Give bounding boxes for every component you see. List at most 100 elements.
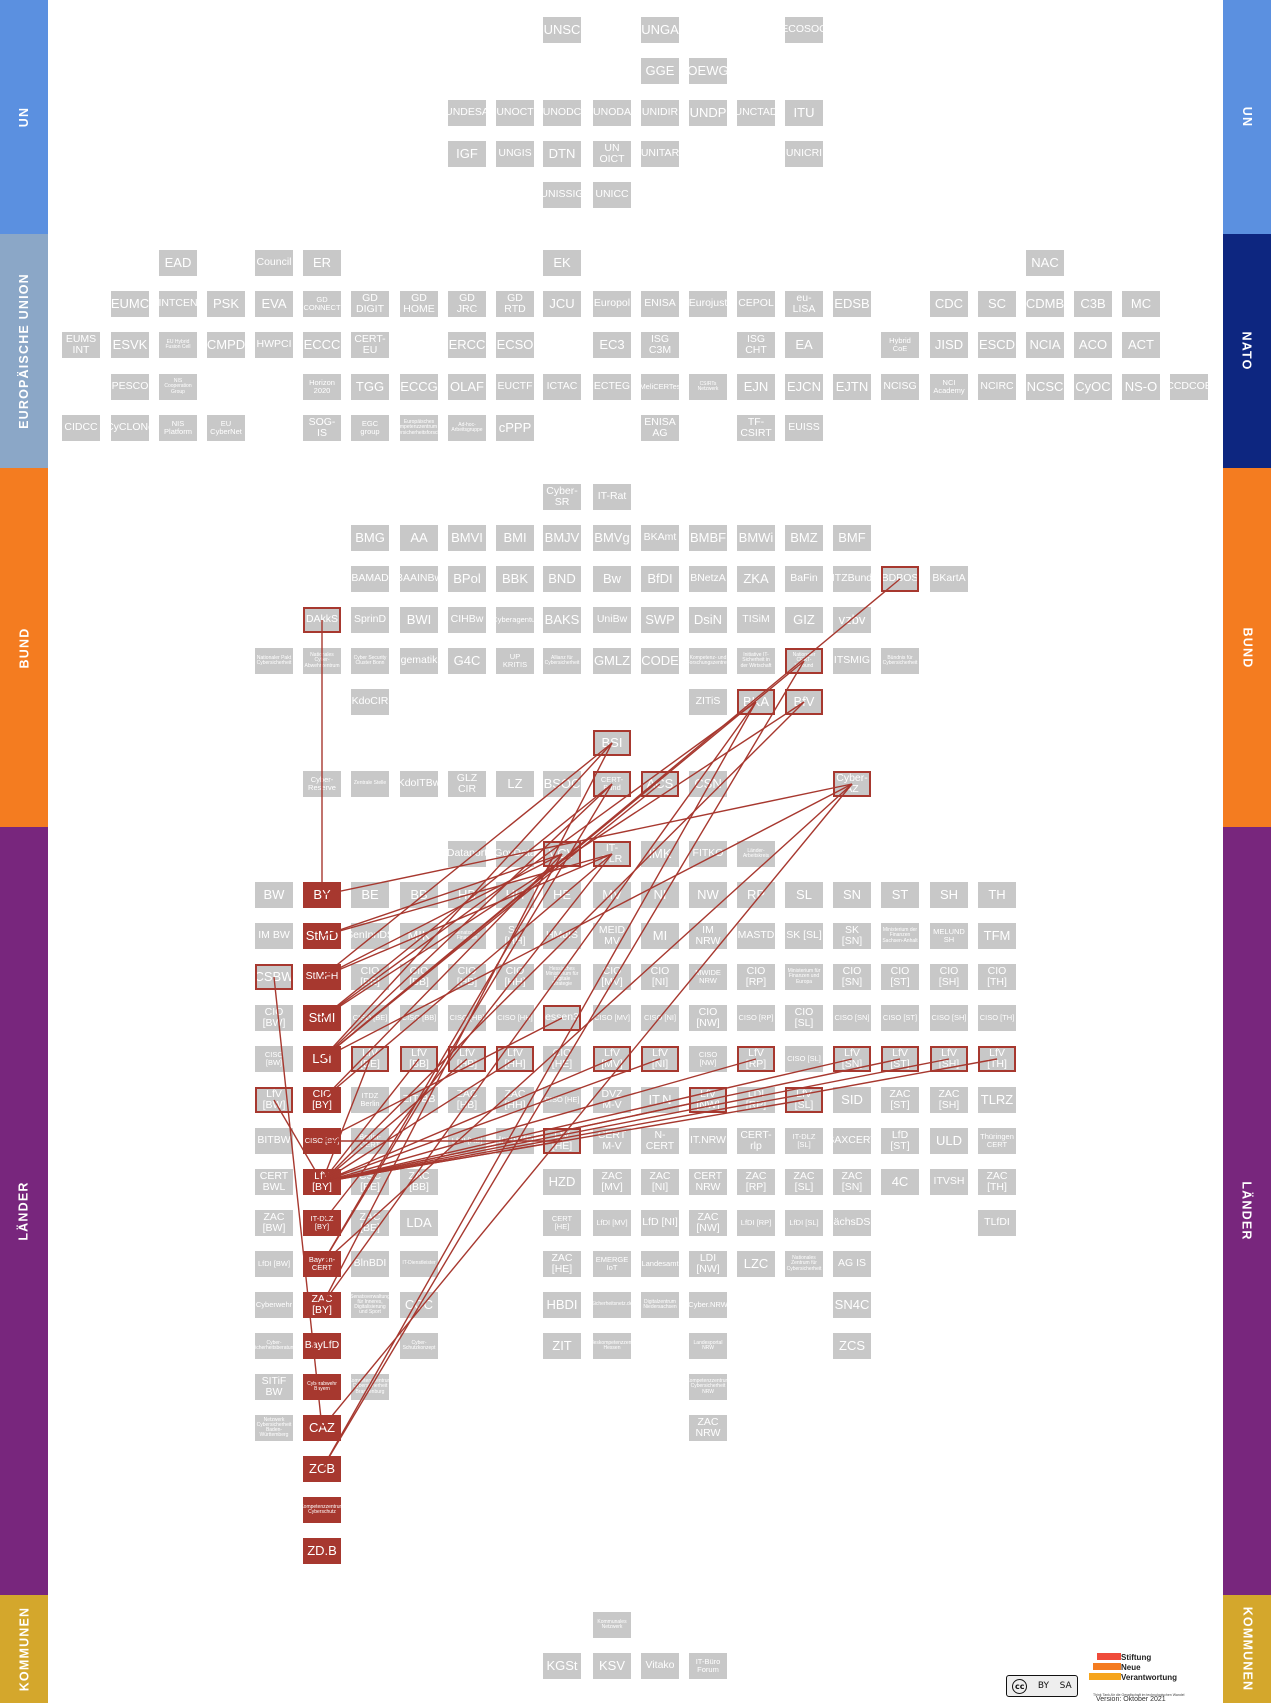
node-zacnw[interactable]: ZAC [NW] [689,1210,727,1236]
node-ldirp[interactable]: LDI [RP] [737,1087,775,1113]
node-cisohb[interactable]: CISO [HB] [448,1005,486,1031]
node-cscbe[interactable]: CSC [BE] [351,1169,389,1195]
node-bbsmall[interactable]: IT-Dienstleister [400,1251,438,1277]
node-cionw[interactable]: CIO [NW] [689,1005,727,1031]
node-hessmindig[interactable]: Hessisches Ministerium für Digitale Stra… [543,964,581,990]
node-melundsh[interactable]: MELUND SH [930,923,968,949]
node-bkamt[interactable]: BKAmt [641,525,679,551]
node-zacth[interactable]: ZAC [TH] [978,1169,1016,1195]
node-gematik[interactable]: gematik [400,648,438,674]
node-hwpci[interactable]: HWPCI [255,332,293,358]
node-unidir[interactable]: UNIDIR [641,100,679,126]
node-lfvst[interactable]: LfV [ST] [881,1046,919,1072]
node-kdocir[interactable]: KdoCIR [351,689,389,715]
node-hybridcoe[interactable]: Hybrid CoE [881,332,919,358]
node-code[interactable]: CODE [641,648,679,674]
node-bmbf[interactable]: BMBF [689,525,727,551]
node-nwsmall2[interactable]: Landesportal NRW [689,1333,727,1359]
node-ead[interactable]: EAD [159,250,197,276]
node-th[interactable]: TH [978,882,1016,908]
node-cisosl[interactable]: CISO [SL] [785,1046,823,1072]
node-lsi[interactable]: LSI [303,1046,341,1072]
node-ecosoc[interactable]: ECOSOC [785,17,823,43]
node-act[interactable]: ACT [1122,332,1160,358]
node-stmi[interactable]: StMI [303,1005,341,1031]
node-tlrz[interactable]: TLRZ [978,1087,1016,1113]
node-mik[interactable]: MIK [400,923,438,949]
node-zentrcyb[interactable]: Zentrale Stelle [351,771,389,797]
node-cyberaz[interactable]: Cyber-AZ [833,771,871,797]
node-gdconnect[interactable]: GD CONNECT [303,291,341,317]
node-caz[interactable]: CAZ [303,1415,341,1441]
node-cyberagentur[interactable]: Cyberagentur [496,607,534,633]
node-acs[interactable]: ACS [641,771,679,797]
node-certbwl[interactable]: CERT BWL [255,1169,293,1195]
node-hesmall[interactable]: Landeskompetenzzentrum Hessen [593,1333,631,1359]
node-cisorp[interactable]: CISO [RP] [737,1005,775,1031]
node-zache[interactable]: ZAC [HE] [543,1251,581,1277]
node-nw[interactable]: NW [689,882,727,908]
node-aa[interactable]: AA [400,525,438,551]
node-unctad[interactable]: UNCTAD [737,100,775,126]
node-lz[interactable]: LZ [496,771,534,797]
node-ncisg[interactable]: NCISG [881,374,919,400]
node-lfvth[interactable]: LfV [TH] [978,1046,1016,1072]
node-zacsn[interactable]: ZAC [SN] [833,1169,871,1195]
node-sitifbw[interactable]: SITiF BW [255,1374,293,1400]
node-g4c[interactable]: G4C [448,648,486,674]
node-lfvsn[interactable]: LfV [SN] [833,1046,871,1072]
node-bmjv[interactable]: BMJV [543,525,581,551]
node-stmfh[interactable]: StMFH [303,964,341,990]
node-eucybernet[interactable]: EU CyberNet [207,415,245,441]
node-natcertverb[interactable]: Nationaler CERT-Verbund [785,648,823,674]
node-nac[interactable]: NAC [1026,250,1064,276]
node-eurojust[interactable]: Eurojust [689,291,727,317]
node-enisaag[interactable]: ENISA AG [641,415,679,441]
node-gmlz[interactable]: GMLZ [593,648,631,674]
node-dsin[interactable]: DsiN [689,607,727,633]
node-ciobw[interactable]: CIO [BW] [255,1005,293,1031]
node-lfvhh[interactable]: LfV [HH] [496,1046,534,1072]
node-upkritis[interactable]: UP KRITIS [496,648,534,674]
node-ciohe[interactable]: CIO [HE] [543,1046,581,1072]
node-bw[interactable]: Bw [593,566,631,592]
node-bb[interactable]: BB [400,882,438,908]
node-bwi[interactable]: BWI [400,607,438,633]
node-hessen3c[interactable]: Hessen3C [543,1005,581,1031]
node-lfvsh[interactable]: LfV [SH] [930,1046,968,1072]
node-mi[interactable]: MI [641,923,679,949]
node-ccc[interactable]: CCC [400,1292,438,1318]
node-cyoc[interactable]: CyOC [1074,374,1112,400]
node-zacsh[interactable]: ZAC [SH] [930,1087,968,1113]
node-hb[interactable]: HB [448,882,486,908]
node-bmvg[interactable]: BMVg [593,525,631,551]
node-unga[interactable]: UNGA [641,17,679,43]
node-bbsmall2[interactable]: Kompetenzzentrum Cybersicherheit Branden… [351,1374,389,1400]
node-certbund[interactable]: CERT-Bund [593,771,631,797]
node-besmall[interactable]: Senatsverwaltung für Inneres, Digitalisi… [351,1292,389,1318]
node-igf[interactable]: IGF [448,141,486,167]
node-cisobw[interactable]: CISO [BW] [255,1046,293,1072]
node-lfvmv[interactable]: LfV [MV] [593,1046,631,1072]
node-ercc[interactable]: ERCC [448,332,486,358]
node-bbaufbau[interactable]: Cyber-Schutzkonzept [400,1333,438,1359]
node-baks[interactable]: BAKS [543,607,581,633]
node-cisomv[interactable]: CISO [MV] [593,1005,631,1031]
node-ciost[interactable]: CIO [ST] [881,964,919,990]
node-jisd[interactable]: JISD [930,332,968,358]
node-bka[interactable]: BKA [737,689,775,715]
node-zitis[interactable]: ZITiS [689,689,727,715]
node-bfdi[interactable]: BfDI [641,566,679,592]
node-ec3[interactable]: EC3 [593,332,631,358]
node-cioth[interactable]: CIO [TH] [978,964,1016,990]
node-csn[interactable]: CSN [689,771,727,797]
node-saxcert[interactable]: SAXCERT [833,1128,871,1154]
node-ni[interactable]: NI [641,882,679,908]
node-egcgroup[interactable]: EGC group [351,415,389,441]
node-cdmb[interactable]: CDMB [1026,291,1064,317]
node-nciacad[interactable]: NCI Academy [930,374,968,400]
node-certhe[interactable]: CERT [HE] [543,1210,581,1236]
node-zacni[interactable]: ZAC [NI] [641,1169,679,1195]
node-cisosn[interactable]: CISO [SN] [833,1005,871,1031]
node-stmd[interactable]: StMD [303,923,341,949]
